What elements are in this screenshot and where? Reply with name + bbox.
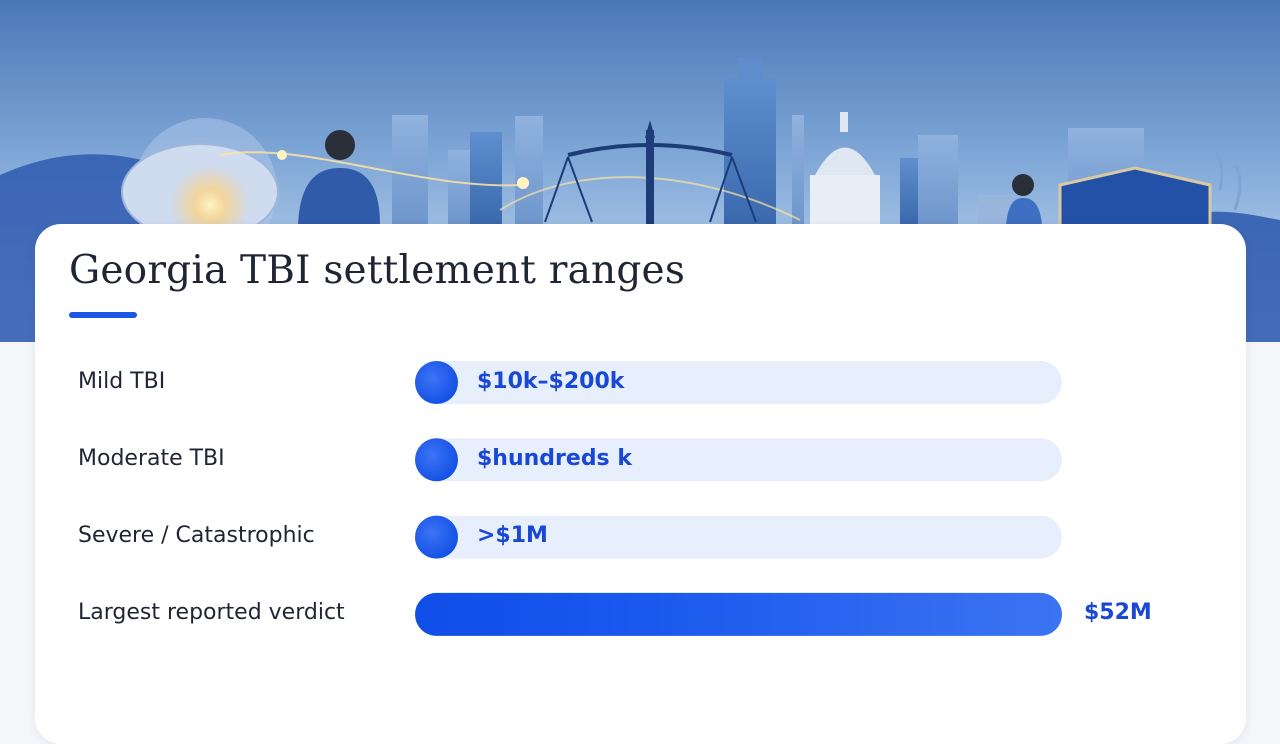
row-label-moderate-tbi: Moderate TBI [78, 445, 225, 471]
value-label-mild-tbi: $10k–$200k [477, 368, 625, 394]
value-label-largest-reported-verdict: $52M [1084, 600, 1152, 626]
content-card [35, 224, 1246, 744]
row-label-mild-tbi: Mild TBI [78, 368, 166, 394]
value-label-moderate-tbi: $hundreds k [477, 445, 632, 471]
row-label-severe-catastrophic: Severe / Catastrophic [78, 523, 315, 549]
value-label-severe-catastrophic: >$1M [477, 523, 548, 549]
page-title: Georgia TBI settlement ranges [69, 248, 686, 293]
title-underline [69, 312, 137, 318]
row-label-largest-reported-verdict: Largest reported verdict [78, 600, 345, 626]
